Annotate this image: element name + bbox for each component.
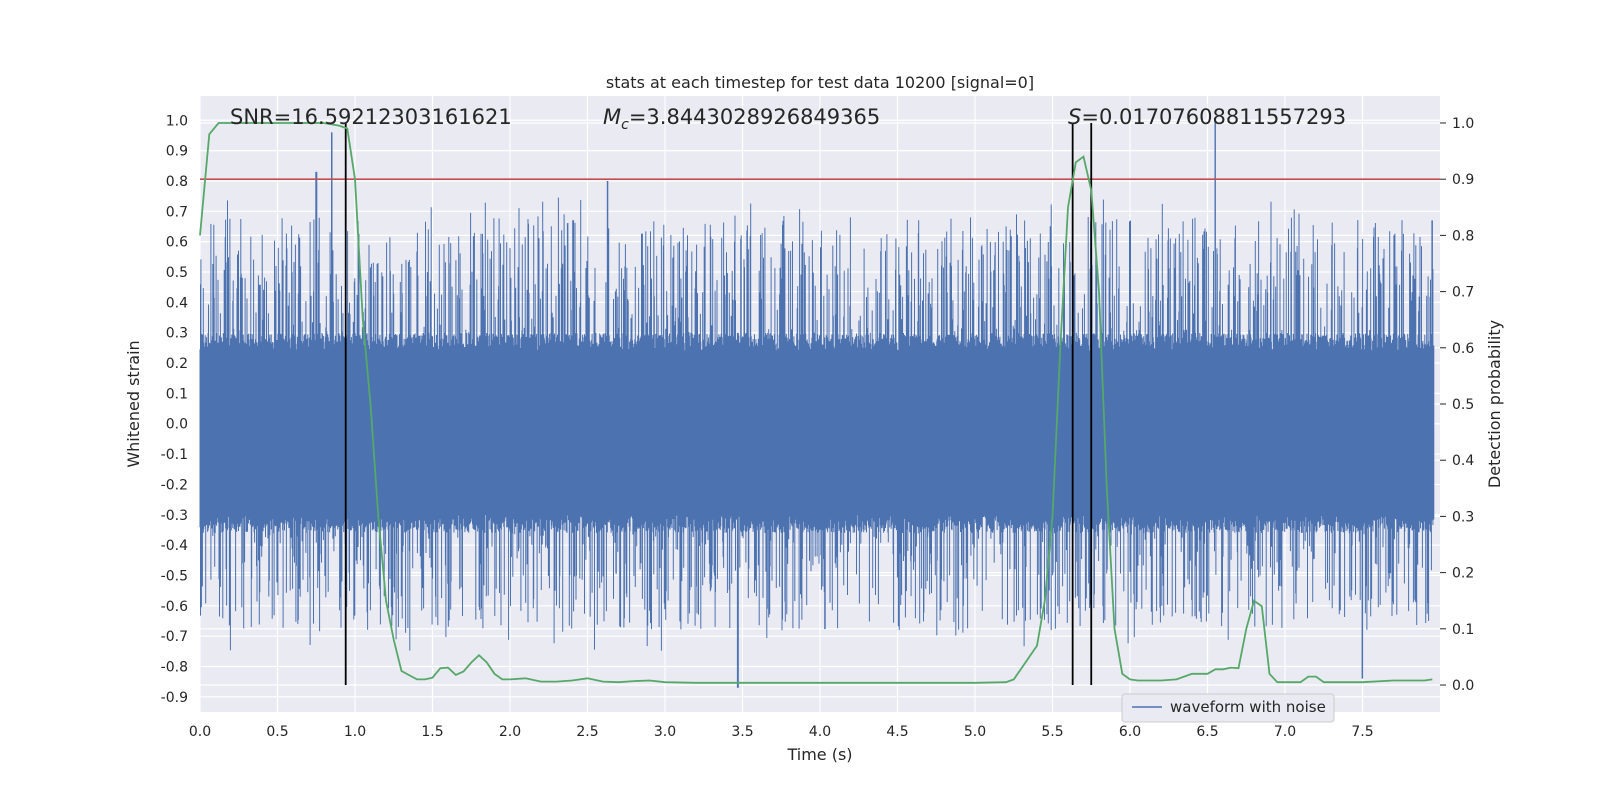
y-tick-label: -0.5: [161, 568, 188, 584]
chirp-mass-value: =3.8443028926849365: [629, 105, 880, 129]
y-tick-label: -0.7: [161, 629, 188, 645]
waveform-line: [199, 120, 1435, 688]
y-tick-label: 1.0: [166, 113, 188, 129]
y-tick-label: -0.1: [161, 447, 188, 463]
probability-series: [199, 122, 1433, 684]
x-tick-label: 7.5: [1351, 724, 1373, 740]
y2-tick-label: 0.2: [1452, 566, 1474, 582]
y2-tick-label: 0.1: [1452, 622, 1474, 638]
y-tick-label: 0.2: [166, 356, 188, 372]
y-tick-label: 0.6: [166, 235, 188, 251]
y-tick-label: 0.5: [166, 265, 188, 281]
y-tick-label: 0.0: [166, 417, 188, 433]
y-tick-label: -0.8: [161, 659, 188, 675]
x-tick-label: 4.5: [886, 724, 908, 740]
chirp-mass-annotation: Mc=3.8443028926849365: [603, 105, 880, 133]
chirp-mass-subscript: c: [621, 117, 629, 133]
y-tick-label: 0.1: [166, 386, 188, 402]
y-tick-label: 0.3: [166, 326, 188, 342]
y2-axis-label: Detection probability: [1485, 320, 1504, 488]
y-tick-label: 0.7: [166, 204, 188, 220]
probability-line: [199, 122, 1433, 684]
y2-tick-label: 0.0: [1452, 678, 1474, 694]
y-tick-label: -0.6: [161, 599, 188, 615]
x-tick-label: 6.5: [1196, 724, 1218, 740]
y2-tick-label: 0.5: [1452, 397, 1474, 413]
y2-tick-label: 0.6: [1452, 341, 1474, 357]
y2-tick-label: 0.3: [1452, 509, 1474, 525]
x-tick-label: 0.0: [189, 724, 211, 740]
y2-tick-label: 0.7: [1452, 285, 1474, 301]
y-tick-label: 0.9: [166, 144, 188, 160]
s-value: =0.01707608811557293: [1081, 105, 1346, 129]
snr-annotation: SNR=16.59212303161621: [230, 105, 512, 129]
y-tick-label: 0.8: [166, 174, 188, 190]
x-tick-label: 6.0: [1119, 724, 1141, 740]
chirp-mass-symbol: M: [603, 105, 621, 129]
y-tick-label: -0.2: [161, 477, 188, 493]
axes: 0.0 0.5 1.0 1.5 2.0 2.5 3.0 3.5 4.0 4.5 5.0 5.5 6.0 6…: [161, 113, 1475, 740]
vertical-markers: [344, 122, 1093, 686]
x-tick-label: 0.5: [266, 724, 288, 740]
s-symbol: S: [1068, 105, 1081, 129]
x-tick-label: 4.0: [809, 724, 831, 740]
x-tick-label: 5.5: [1041, 724, 1063, 740]
x-tick-label: 1.0: [344, 724, 366, 740]
chart-title: stats at each timestep for test data 102…: [606, 73, 1034, 92]
y2-tick-label: 0.8: [1452, 228, 1474, 244]
y-tick-label: 0.4: [166, 295, 188, 311]
x-axis-label: Time (s): [786, 745, 852, 764]
y2-tick-label: 0.4: [1452, 453, 1474, 469]
s-annotation: S=0.01707608811557293: [1068, 105, 1346, 129]
x-tick-label: 2.0: [499, 724, 521, 740]
waveform-series: [199, 120, 1440, 688]
y-axis-label: Whitened strain: [124, 340, 143, 467]
x-tick-label: 5.0: [964, 724, 986, 740]
y2-tick-label: 1.0: [1452, 116, 1474, 132]
x-tick-label: 7.0: [1274, 724, 1296, 740]
x-tick-label: 3.5: [731, 724, 753, 740]
y-tick-label: -0.4: [161, 538, 188, 554]
x-tick-label: 1.5: [421, 724, 443, 740]
legend-box: [1121, 693, 1335, 723]
y-tick-label: -0.3: [161, 508, 188, 524]
x-tick-label: 2.5: [576, 724, 598, 740]
y2-tick-label: 0.9: [1452, 172, 1474, 188]
y-tick-label: -0.9: [161, 690, 188, 706]
x-tick-label: 3.0: [654, 724, 676, 740]
legend: waveform with noise: [1121, 693, 1335, 723]
legend-label: waveform with noise: [1170, 698, 1326, 716]
